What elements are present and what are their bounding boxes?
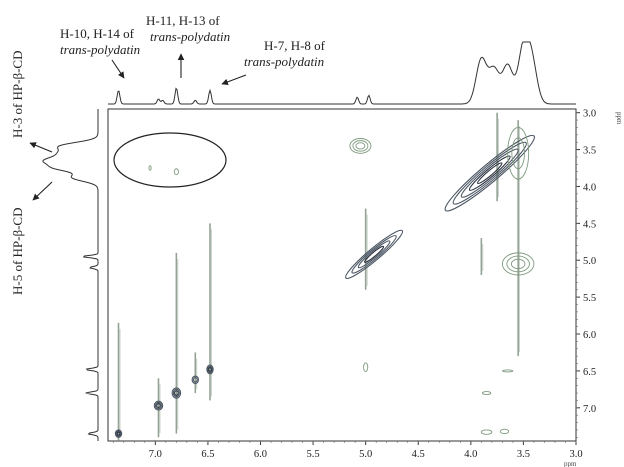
- y-tick-label: 5.5: [583, 293, 596, 304]
- cross-peak-contour: [208, 366, 212, 372]
- cross-peak-contour: [352, 140, 369, 152]
- cross-peak-contour: [349, 138, 372, 154]
- cross-peak-contour: [115, 430, 122, 437]
- x-tick-label: 7.0: [149, 449, 162, 460]
- y-tick-label: 6.5: [583, 367, 596, 378]
- y-tick-label: 3.0: [583, 109, 596, 120]
- cross-peak-contour: [499, 428, 510, 435]
- left-spectrum-trace: [42, 109, 99, 441]
- x-axis-unit: ppm: [564, 460, 577, 467]
- x-tick-label: 4.5: [412, 449, 425, 460]
- y-axis-ticks: 3.0 3.5 4.0 4.5 5.0 5.5 6.0 6.5 7.0: [576, 109, 596, 438]
- annotation-h3-hpbcd: H-3 of HP-β-CD: [10, 51, 25, 139]
- cross-peak-contour: [477, 162, 503, 185]
- highlight-ellipse: [113, 132, 227, 188]
- cross-peak-contour: [351, 235, 397, 274]
- cross-peak-contour: [468, 155, 511, 191]
- cross-peak-contour: [116, 431, 121, 436]
- x-tick-label: 4.0: [464, 449, 477, 460]
- cross-peak-contour: [207, 365, 213, 374]
- cross-peak-contour: [173, 168, 179, 176]
- cross-peak-contour: [444, 134, 535, 212]
- cross-peak-contour: [501, 369, 514, 373]
- top-spectrum-trace: [108, 41, 576, 105]
- cross-peak-contour: [510, 258, 526, 270]
- cross-peak-contour: [172, 388, 180, 398]
- cross-peak-contour: [507, 126, 530, 180]
- cross-peak-contour: [357, 240, 391, 269]
- arrow-h7-h8: [221, 74, 247, 86]
- x-axis-ticks: 7.0 6.5 6.0 5.5 5.0 4.5 4.0 3.5 3.0: [112, 441, 583, 460]
- cross-peak-contour: [452, 141, 527, 205]
- cross-peak-contour: [345, 229, 404, 279]
- x-tick-label: 6.0: [254, 449, 267, 460]
- cross-peak-contour: [364, 245, 385, 263]
- annotation-h7-h8: H-7, H-8 of trans-polydatin: [244, 38, 328, 69]
- annotation-h5-hpbcd: H-5 of HP-β-CD: [10, 208, 25, 296]
- x-tick-label: 5.0: [359, 449, 372, 460]
- y-tick-label: 7.0: [583, 404, 596, 415]
- annotation-h11-h13: H-11, H-13 of trans-polydatin: [146, 13, 230, 44]
- cross-peak-contour: [501, 252, 535, 276]
- y-tick-label: 4.0: [583, 182, 596, 193]
- cross-peak-contour: [460, 148, 519, 198]
- left-projection-spectrum: [42, 109, 99, 441]
- cross-peak-contour: [511, 137, 525, 170]
- y-tick-label: 5.0: [583, 256, 596, 267]
- cross-peak-contour: [148, 165, 152, 171]
- cross-peak-contour: [481, 391, 492, 395]
- x-tick-label: 3.0: [569, 449, 582, 460]
- arrow-h10-h14: [111, 59, 125, 79]
- cross-peak-contour: [480, 429, 493, 435]
- annotation-h10-h14: H-10, H-14 of trans-polydatin: [60, 26, 140, 57]
- cross-peak-contour: [156, 403, 161, 409]
- cross-peak-contour: [355, 142, 366, 150]
- x-tick-label: 6.5: [201, 449, 214, 460]
- cross-peak-contour: [192, 377, 198, 383]
- cross-peak-contour: [171, 387, 182, 399]
- y-tick-label: 4.5: [583, 219, 596, 230]
- cross-peak-contour: [506, 255, 530, 273]
- cross-peak-contour: [191, 375, 199, 385]
- y-tick-label: 3.5: [583, 146, 596, 157]
- cross-peak-contour: [154, 401, 163, 410]
- cross-peak-contour: [114, 429, 123, 438]
- x-tick-label: 5.5: [307, 449, 320, 460]
- top-projection-spectrum: [108, 41, 576, 105]
- cross-peak-contour: [363, 362, 369, 373]
- y-tick-label: 6.0: [583, 330, 596, 341]
- arrow-h5: [32, 181, 53, 201]
- cross-peak-contour: [174, 390, 179, 396]
- cross-peak-contour: [206, 364, 214, 375]
- cross-peak-contour: [153, 400, 164, 411]
- contour-peaks: [114, 126, 535, 438]
- y-axis-unit: ppm: [615, 112, 623, 125]
- x-tick-label: 3.5: [517, 449, 530, 460]
- arrow-h3: [29, 142, 53, 153]
